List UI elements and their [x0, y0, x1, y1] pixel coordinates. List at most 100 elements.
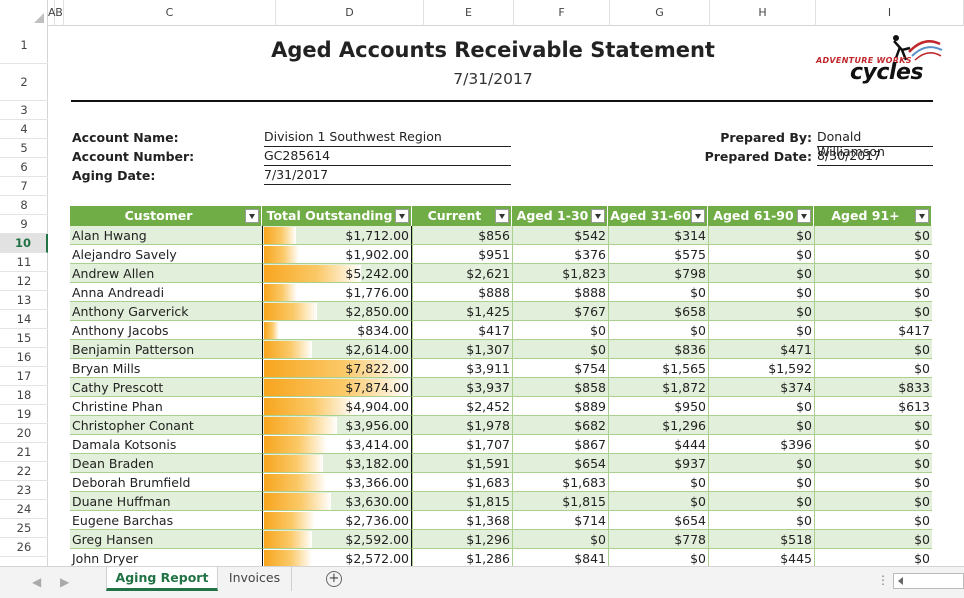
- amount-cell-a4[interactable]: $0: [814, 511, 932, 530]
- total-outstanding-cell[interactable]: $3,182.00: [262, 454, 412, 473]
- amount-cell-a3[interactable]: $0: [708, 454, 814, 473]
- amount-cell-a2[interactable]: $950: [608, 397, 708, 416]
- amount-cell-current[interactable]: $1,368: [412, 511, 512, 530]
- row-header-4[interactable]: 4: [0, 120, 48, 139]
- table-row[interactable]: Alejandro Savely $1,902.00 $951 $376 $575 $0 $…: [70, 245, 932, 264]
- amount-cell-current[interactable]: $1,307: [412, 340, 512, 359]
- amount-cell-a2[interactable]: $0: [608, 473, 708, 492]
- row-header-19[interactable]: 19: [0, 405, 48, 424]
- amount-cell-a3[interactable]: $0: [708, 397, 814, 416]
- amount-cell-a2[interactable]: $937: [608, 454, 708, 473]
- amount-cell-a1[interactable]: $767: [512, 302, 608, 321]
- amount-cell-a2[interactable]: $0: [608, 492, 708, 511]
- amount-cell-a3[interactable]: $0: [708, 416, 814, 435]
- customer-cell[interactable]: Damala Kotsonis: [70, 435, 262, 454]
- amount-cell-a2[interactable]: $444: [608, 435, 708, 454]
- more-options-icon[interactable]: ⋮: [877, 573, 889, 587]
- column-header-c[interactable]: C: [64, 0, 276, 26]
- table-row[interactable]: Damala Kotsonis $3,414.00 $1,707 $867 $444 $3…: [70, 435, 932, 454]
- amount-cell-a1[interactable]: $754: [512, 359, 608, 378]
- column-header-h[interactable]: H: [710, 0, 816, 26]
- row-header-7[interactable]: 7: [0, 177, 48, 196]
- total-outstanding-cell[interactable]: $7,874.00: [262, 378, 412, 397]
- amount-cell-a3[interactable]: $396: [708, 435, 814, 454]
- table-row[interactable]: Bryan Mills $7,822.00 $3,911 $754 $1,565 $1,5…: [70, 359, 932, 378]
- amount-cell-a4[interactable]: $0: [814, 530, 932, 549]
- amount-cell-a1[interactable]: $0: [512, 340, 608, 359]
- column-header-i[interactable]: I: [816, 0, 964, 26]
- amount-cell-a2[interactable]: $778: [608, 530, 708, 549]
- filter-dropdown-icon[interactable]: [915, 209, 929, 223]
- scroll-left-arrow-icon[interactable]: [898, 577, 903, 585]
- table-row[interactable]: Deborah Brumfield $3,366.00 $1,683 $1,683 $0…: [70, 473, 932, 492]
- amount-cell-a1[interactable]: $1,815: [512, 492, 608, 511]
- amount-cell-a1[interactable]: $841: [512, 549, 608, 566]
- amount-cell-a3[interactable]: $0: [708, 511, 814, 530]
- amount-cell-a1[interactable]: $858: [512, 378, 608, 397]
- table-row[interactable]: Christine Phan $4,904.00 $2,452 $889 $950 $0 $…: [70, 397, 932, 416]
- amount-cell-a2[interactable]: $575: [608, 245, 708, 264]
- amount-cell-a2[interactable]: $1,565: [608, 359, 708, 378]
- amount-cell-current[interactable]: $1,683: [412, 473, 512, 492]
- column-header-e[interactable]: E: [424, 0, 514, 26]
- table-row[interactable]: Anthony Jacobs $834.00 $417 $0 $0 $0 $417: [70, 321, 932, 340]
- amount-cell-a4[interactable]: $0: [814, 359, 932, 378]
- amount-cell-a4[interactable]: $0: [814, 492, 932, 511]
- total-outstanding-cell[interactable]: $2,614.00: [262, 340, 412, 359]
- customer-cell[interactable]: Anthony Garverick: [70, 302, 262, 321]
- amount-cell-a4[interactable]: $0: [814, 245, 932, 264]
- amount-cell-a4[interactable]: $417: [814, 321, 932, 340]
- table-row[interactable]: John Dryer $2,572.00 $1,286 $841 $0 $445 $0: [70, 549, 932, 566]
- customer-cell[interactable]: Alan Hwang: [70, 226, 262, 245]
- amount-cell-a4[interactable]: $0: [814, 435, 932, 454]
- amount-cell-a2[interactable]: $798: [608, 264, 708, 283]
- amount-cell-a4[interactable]: $0: [814, 302, 932, 321]
- amount-cell-current[interactable]: $1,815: [412, 492, 512, 511]
- table-row[interactable]: Greg Hansen $2,592.00 $1,296 $0 $778 $518 $0: [70, 530, 932, 549]
- row-header-24[interactable]: 24: [0, 500, 48, 519]
- table-row[interactable]: Christopher Conant $3,956.00 $1,978 $682 $1,…: [70, 416, 932, 435]
- amount-cell-current[interactable]: $2,621: [412, 264, 512, 283]
- amount-cell-a3[interactable]: $0: [708, 492, 814, 511]
- row-header-1[interactable]: 1: [0, 26, 48, 64]
- amount-cell-current[interactable]: $1,296: [412, 530, 512, 549]
- amount-cell-a3[interactable]: $471: [708, 340, 814, 359]
- total-outstanding-cell[interactable]: $1,902.00: [262, 245, 412, 264]
- customer-cell[interactable]: Eugene Barchas: [70, 511, 262, 530]
- amount-cell-a4[interactable]: $0: [814, 549, 932, 566]
- amount-cell-current[interactable]: $2,452: [412, 397, 512, 416]
- row-header-8[interactable]: 8: [0, 196, 48, 215]
- amount-cell-current[interactable]: $1,707: [412, 435, 512, 454]
- customer-cell[interactable]: Deborah Brumfield: [70, 473, 262, 492]
- worksheet-grid[interactable]: Aged Accounts Receivable Statement 7/31/…: [48, 26, 964, 566]
- row-header-21[interactable]: 21: [0, 443, 48, 462]
- amount-cell-a4[interactable]: $0: [814, 340, 932, 359]
- filter-dropdown-icon[interactable]: [395, 209, 409, 223]
- amount-cell-a4[interactable]: $613: [814, 397, 932, 416]
- customer-cell[interactable]: Anna Andreadi: [70, 283, 262, 302]
- customer-cell[interactable]: Andrew Allen: [70, 264, 262, 283]
- row-header-11[interactable]: 11: [0, 253, 48, 272]
- amount-cell-a3[interactable]: $0: [708, 302, 814, 321]
- customer-cell[interactable]: Christine Phan: [70, 397, 262, 416]
- amount-cell-a3[interactable]: $0: [708, 264, 814, 283]
- total-outstanding-cell[interactable]: $2,850.00: [262, 302, 412, 321]
- amount-cell-a2[interactable]: $1,872: [608, 378, 708, 397]
- row-header-3[interactable]: 3: [0, 101, 48, 120]
- amount-cell-a1[interactable]: $682: [512, 416, 608, 435]
- amount-cell-a2[interactable]: $658: [608, 302, 708, 321]
- amount-cell-a2[interactable]: $0: [608, 549, 708, 566]
- row-header-26[interactable]: 26: [0, 538, 48, 557]
- tab-aging-report[interactable]: Aging Report: [106, 567, 218, 591]
- amount-cell-a4[interactable]: $0: [814, 454, 932, 473]
- amount-cell-a1[interactable]: $0: [512, 530, 608, 549]
- column-header-f[interactable]: F: [514, 0, 610, 26]
- amount-cell-current[interactable]: $1,978: [412, 416, 512, 435]
- amount-cell-a4[interactable]: $833: [814, 378, 932, 397]
- row-header-2[interactable]: 2: [0, 64, 48, 101]
- column-header-g[interactable]: G: [610, 0, 710, 26]
- amount-cell-a1[interactable]: $1,823: [512, 264, 608, 283]
- tab-invoices[interactable]: Invoices: [218, 567, 292, 591]
- table-row[interactable]: Benjamin Patterson $2,614.00 $1,307 $0 $836 $…: [70, 340, 932, 359]
- column-header-a[interactable]: A: [48, 0, 56, 26]
